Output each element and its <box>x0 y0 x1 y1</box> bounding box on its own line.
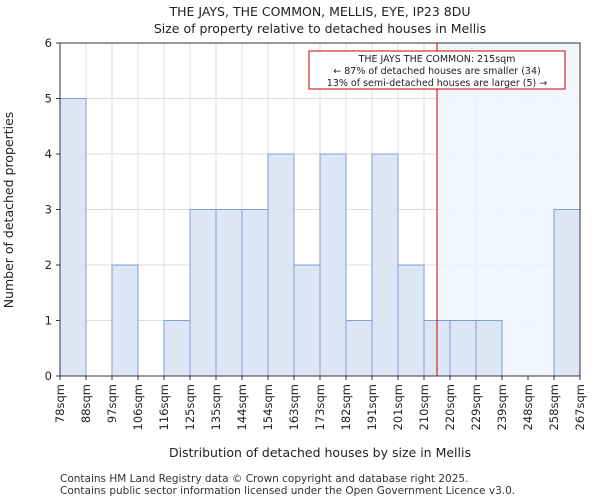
histogram-bar <box>189 209 217 377</box>
histogram-bar <box>553 209 581 377</box>
y-tick-label: 4 <box>45 147 52 161</box>
x-axis-ticks: 78sqm 88sqm 97sqm 106sqm 116sqm 125sqm 135sqm 1… <box>53 376 587 430</box>
annotation-line-2: ← 87% of detached houses are smaller (34… <box>333 66 540 77</box>
histogram-bar <box>163 320 191 377</box>
histogram-bar <box>241 209 269 377</box>
footer-line-2: Contains public sector information licen… <box>60 485 515 497</box>
annotation-line-1: THE JAYS THE COMMON: 215sqm <box>358 54 516 65</box>
x-tick-label: 78sqm <box>53 384 67 423</box>
y-axis-ticks: 0 1 2 3 4 5 6 <box>45 36 60 383</box>
x-tick-label: 258sqm <box>547 384 561 430</box>
y-tick-label: 3 <box>45 203 52 217</box>
annotation-line-3: 13% of semi-detached houses are larger (… <box>327 78 547 89</box>
x-tick-label: 97sqm <box>105 384 119 423</box>
x-tick-label: 182sqm <box>339 384 353 430</box>
y-axis-label: Number of detached properties <box>1 112 16 309</box>
histogram-bar <box>215 209 243 377</box>
histogram-bar <box>293 264 321 377</box>
x-tick-label: 210sqm <box>417 384 431 430</box>
x-tick-label: 201sqm <box>391 384 405 430</box>
x-tick-label: 191sqm <box>365 384 379 430</box>
bars <box>59 98 581 377</box>
histogram-bar <box>267 153 295 377</box>
x-tick-label: 154sqm <box>261 384 275 430</box>
histogram-bar <box>449 320 477 377</box>
x-tick-label: 229sqm <box>469 384 483 430</box>
y-tick-label: 1 <box>45 314 52 328</box>
x-tick-label: 106sqm <box>131 384 145 430</box>
x-tick-label: 163sqm <box>287 384 301 430</box>
x-axis-label: Distribution of detached houses by size … <box>169 445 471 460</box>
histogram-bar <box>319 153 347 377</box>
annotation-box: THE JAYS THE COMMON: 215sqm ← 87% of det… <box>308 50 566 90</box>
x-tick-label: 248sqm <box>521 384 535 430</box>
x-tick-label: 173sqm <box>313 384 327 430</box>
annotation-border <box>308 50 566 90</box>
y-tick-label: 6 <box>45 36 52 50</box>
x-tick-label: 267sqm <box>573 384 587 430</box>
y-tick-label: 0 <box>45 369 52 383</box>
footer-line-1: Contains HM Land Registry data © Crown c… <box>60 473 468 485</box>
histogram-bar <box>397 264 425 377</box>
x-tick-label: 144sqm <box>235 384 249 430</box>
histogram-bar <box>475 320 503 377</box>
chart-subtitle: Size of property relative to detached ho… <box>154 21 486 36</box>
x-tick-label: 88sqm <box>79 384 93 423</box>
x-tick-label: 220sqm <box>443 384 457 430</box>
x-tick-label: 116sqm <box>157 384 171 430</box>
x-tick-label: 135sqm <box>209 384 223 430</box>
y-tick-label: 5 <box>45 92 52 106</box>
x-tick-label: 239sqm <box>495 384 509 430</box>
chart-title: THE JAYS, THE COMMON, MELLIS, EYE, IP23 … <box>168 4 470 19</box>
x-tick-label: 125sqm <box>183 384 197 430</box>
histogram-bar <box>371 153 399 377</box>
y-tick-label: 2 <box>45 258 52 272</box>
histogram-bar <box>111 264 139 377</box>
histogram-bar <box>345 320 373 377</box>
histogram-bar <box>59 98 87 377</box>
